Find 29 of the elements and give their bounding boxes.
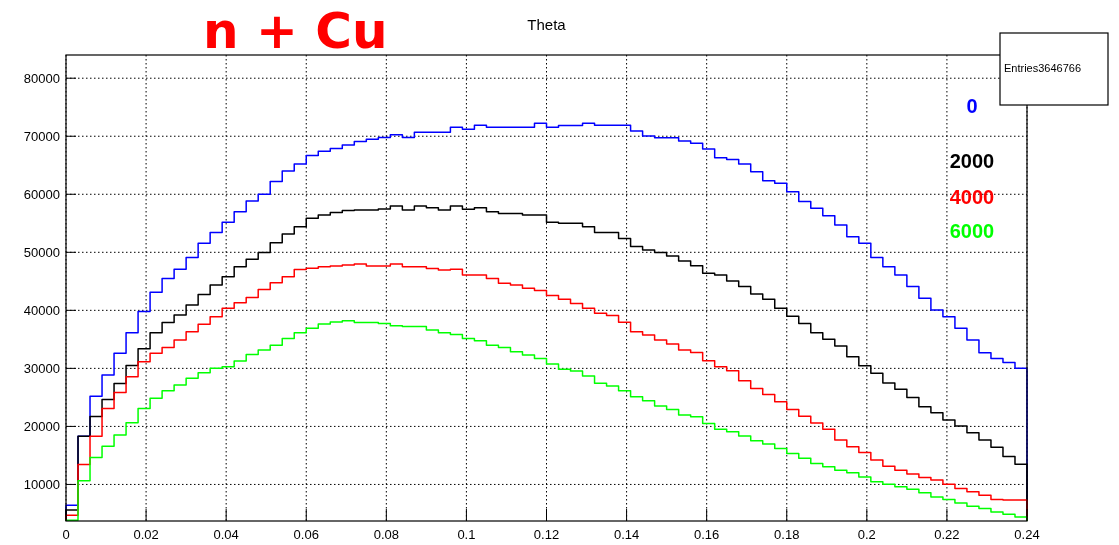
x-tick-label: 0.18 xyxy=(774,527,800,542)
x-tick-label: 0.2 xyxy=(857,527,876,542)
y-tick-label: 10000 xyxy=(23,476,60,492)
annotation: n + Cu xyxy=(203,2,388,60)
x-tick-label: 0.04 xyxy=(213,527,239,542)
y-tick-label: 60000 xyxy=(23,186,60,202)
y-tick-label: 40000 xyxy=(23,302,60,318)
x-tick-label: 0.22 xyxy=(934,527,960,542)
x-tick-label: 0.06 xyxy=(293,527,319,542)
chart-title: Theta xyxy=(527,16,567,33)
x-tick-label: 0.1 xyxy=(457,527,476,542)
x-tick-label: 0.12 xyxy=(533,527,560,542)
y-tick-label: 70000 xyxy=(23,128,60,144)
text: 2000 xyxy=(949,150,995,172)
y-tick-label: 50000 xyxy=(23,244,60,260)
annotation: Entries3646766 xyxy=(1004,62,1082,74)
text: 6000 xyxy=(949,220,995,242)
x-tick-label: 0.14 xyxy=(613,527,640,542)
y-tick-label: 80000 xyxy=(23,70,60,86)
text: 4000 xyxy=(949,186,995,208)
x-tick-label: 0.24 xyxy=(1014,527,1040,542)
x-tick-label: 0 xyxy=(62,527,70,542)
y-tick-label: 20000 xyxy=(23,418,60,434)
x-tick-label: 0.16 xyxy=(694,527,720,542)
x-tick-label: 0.08 xyxy=(373,527,399,542)
text: 0 xyxy=(966,95,978,117)
x-tick-label: 0.02 xyxy=(133,527,159,542)
stats-box: Entries3646766 xyxy=(999,32,1109,106)
y-tick-label: 30000 xyxy=(23,360,60,376)
